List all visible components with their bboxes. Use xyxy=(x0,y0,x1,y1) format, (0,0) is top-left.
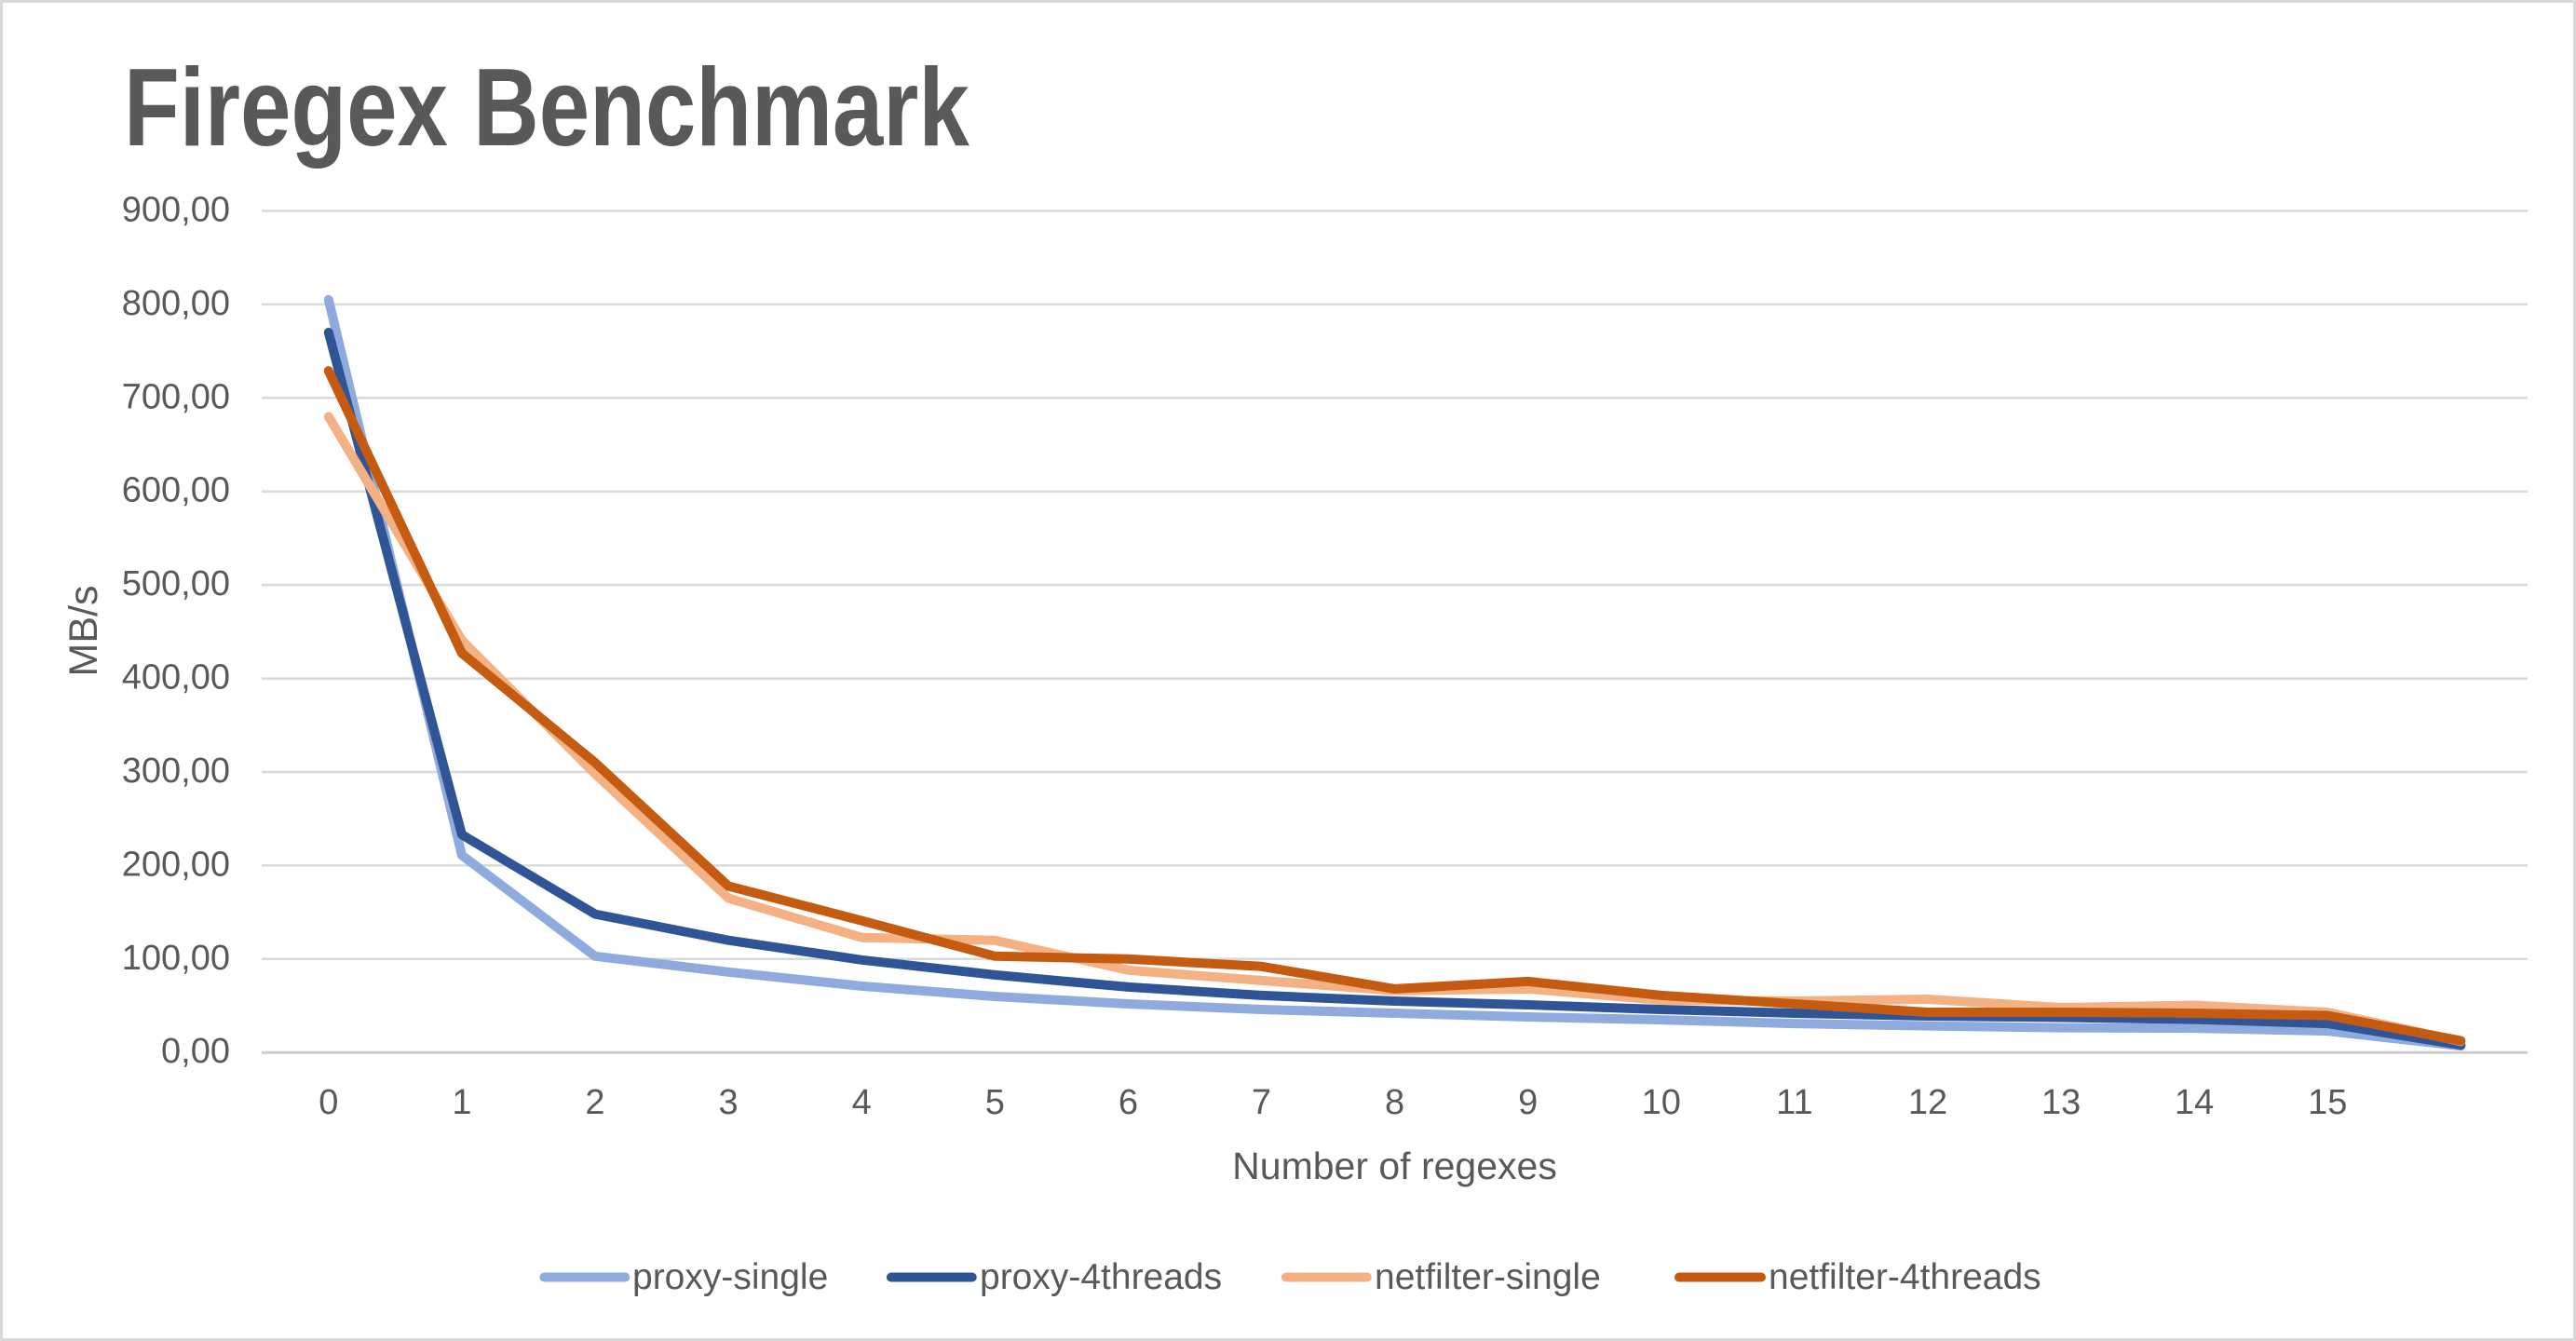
svg-text:netfilter-single: netfilter-single xyxy=(1375,1257,1601,1297)
svg-text:proxy-4threads: proxy-4threads xyxy=(980,1257,1222,1297)
svg-text:Number of regexes: Number of regexes xyxy=(1232,1145,1557,1187)
svg-text:12: 12 xyxy=(1908,1083,1947,1122)
svg-text:600,00: 600,00 xyxy=(122,471,230,510)
svg-text:8: 8 xyxy=(1385,1083,1404,1122)
svg-text:300,00: 300,00 xyxy=(122,752,230,791)
svg-text:700,00: 700,00 xyxy=(122,377,230,416)
svg-text:10: 10 xyxy=(1642,1083,1681,1122)
svg-text:200,00: 200,00 xyxy=(122,845,230,884)
svg-text:1: 1 xyxy=(452,1083,471,1122)
svg-text:4: 4 xyxy=(852,1083,872,1122)
svg-text:6: 6 xyxy=(1119,1083,1138,1122)
svg-text:13: 13 xyxy=(2041,1083,2081,1122)
svg-text:0: 0 xyxy=(319,1083,338,1122)
svg-text:5: 5 xyxy=(985,1083,1005,1122)
svg-text:11: 11 xyxy=(1776,1083,1812,1122)
svg-text:900,00: 900,00 xyxy=(122,191,230,230)
svg-text:3: 3 xyxy=(719,1083,739,1122)
svg-text:0,00: 0,00 xyxy=(161,1032,230,1071)
svg-text:proxy-single: proxy-single xyxy=(632,1257,828,1297)
svg-text:100,00: 100,00 xyxy=(122,939,230,978)
svg-text:400,00: 400,00 xyxy=(122,658,230,698)
svg-text:15: 15 xyxy=(2308,1083,2347,1122)
svg-text:MB/s: MB/s xyxy=(61,586,106,677)
svg-text:2: 2 xyxy=(585,1083,604,1122)
svg-text:Firegex Benchmark: Firegex Benchmark xyxy=(124,46,969,169)
svg-text:netfilter-4threads: netfilter-4threads xyxy=(1769,1257,2041,1297)
svg-text:800,00: 800,00 xyxy=(122,284,230,323)
svg-text:7: 7 xyxy=(1252,1083,1271,1122)
svg-text:500,00: 500,00 xyxy=(122,564,230,603)
svg-text:9: 9 xyxy=(1518,1083,1538,1122)
svg-text:14: 14 xyxy=(2175,1083,2214,1122)
